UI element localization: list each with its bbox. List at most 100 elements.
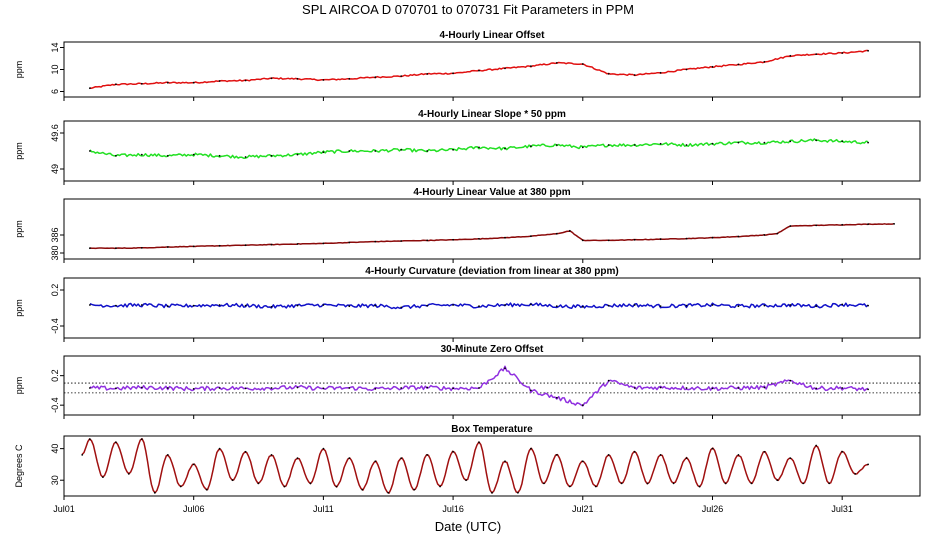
data-point — [685, 237, 688, 240]
data-point — [478, 69, 480, 72]
data-point — [711, 387, 714, 390]
data-point — [659, 71, 662, 74]
data-point — [763, 234, 766, 236]
data-point — [478, 305, 480, 308]
data-point — [711, 65, 714, 68]
data-point — [89, 304, 91, 306]
data-point — [426, 454, 429, 456]
data-point — [607, 73, 610, 75]
data-point — [530, 447, 532, 450]
y-tick-label: 14 — [50, 42, 60, 52]
data-point — [140, 386, 143, 389]
data-point — [218, 387, 221, 389]
series-line — [89, 49, 869, 89]
data-point — [452, 304, 454, 306]
data-point — [179, 485, 182, 488]
data-point — [711, 304, 714, 306]
data-point — [205, 488, 208, 491]
data-point — [400, 457, 403, 459]
data-point — [555, 454, 558, 456]
data-point — [581, 305, 584, 308]
data-point — [711, 236, 714, 239]
data-point — [115, 247, 117, 250]
data-point — [166, 305, 169, 308]
data-point — [633, 450, 636, 453]
data-point — [841, 387, 844, 389]
data-point — [581, 63, 584, 65]
data-point — [140, 153, 143, 156]
data-point — [841, 450, 844, 453]
data-point — [841, 52, 844, 54]
data-point — [841, 223, 844, 226]
data-point — [296, 153, 299, 156]
data-point — [166, 454, 169, 456]
data-point — [750, 482, 753, 485]
data-point — [413, 488, 416, 491]
y-tick-label: 386 — [50, 227, 60, 242]
data-point — [115, 154, 117, 157]
x-axis-label: Date (UTC) — [435, 519, 501, 534]
data-point — [270, 243, 273, 246]
data-point — [322, 387, 325, 390]
data-point — [296, 457, 299, 459]
data-point — [400, 75, 403, 77]
x-tick-label: Jul06 — [183, 504, 205, 514]
panel-title: 4-Hourly Linear Value at 380 ppm — [413, 187, 570, 198]
data-point — [166, 246, 169, 248]
data-point — [426, 304, 429, 307]
data-point — [685, 144, 688, 146]
panel-title: 4-Hourly Linear Offset — [439, 30, 545, 41]
data-point — [815, 53, 818, 55]
data-point — [166, 81, 169, 84]
data-point — [867, 304, 869, 307]
data-point — [244, 156, 247, 158]
data-point — [218, 244, 221, 247]
y-axis-label: ppm — [14, 142, 24, 160]
data-point — [763, 304, 766, 307]
data-point — [89, 87, 91, 90]
data-point — [568, 229, 571, 232]
data-point — [555, 144, 558, 146]
data-point — [400, 148, 403, 151]
data-point — [815, 305, 818, 308]
data-point — [789, 225, 792, 227]
y-tick-label: 380 — [50, 245, 60, 260]
data-point — [607, 144, 610, 146]
data-point — [140, 304, 143, 306]
data-point — [724, 482, 727, 485]
series-line — [89, 365, 869, 407]
data-point — [478, 238, 480, 240]
data-point — [789, 54, 792, 57]
data-point — [374, 240, 377, 243]
data-point — [270, 305, 273, 308]
data-point — [140, 438, 143, 441]
y-tick-label: -0.4 — [50, 397, 60, 413]
data-point — [400, 240, 403, 242]
data-point — [218, 80, 221, 82]
data-point — [607, 239, 610, 242]
data-point — [504, 304, 506, 306]
data-point — [322, 447, 325, 450]
data-point — [257, 482, 260, 485]
x-axis: Jul01 Jul06 Jul11 Jul16 Jul21 Jul26 Jul31 — [53, 504, 853, 514]
data-point — [322, 304, 325, 306]
data-point — [115, 304, 117, 307]
data-point — [81, 454, 84, 456]
data-point — [504, 147, 506, 150]
data-point — [828, 482, 831, 485]
plot-frame — [63, 120, 921, 182]
data-point — [166, 154, 169, 157]
panel-2: 4-Hourly Linear Slope * 50 ppm 49 49.6 ppm — [14, 109, 921, 185]
data-point — [504, 367, 506, 370]
panel-5: 30-Minute Zero Offset -0.4 0.2 ppm — [14, 344, 921, 419]
data-point — [374, 460, 377, 463]
data-point — [218, 447, 221, 450]
data-point — [426, 239, 429, 242]
data-point — [659, 142, 662, 145]
data-point — [452, 72, 454, 75]
data-point — [244, 450, 247, 453]
data-point — [374, 76, 377, 79]
data-point — [517, 491, 519, 494]
data-point — [452, 450, 454, 453]
